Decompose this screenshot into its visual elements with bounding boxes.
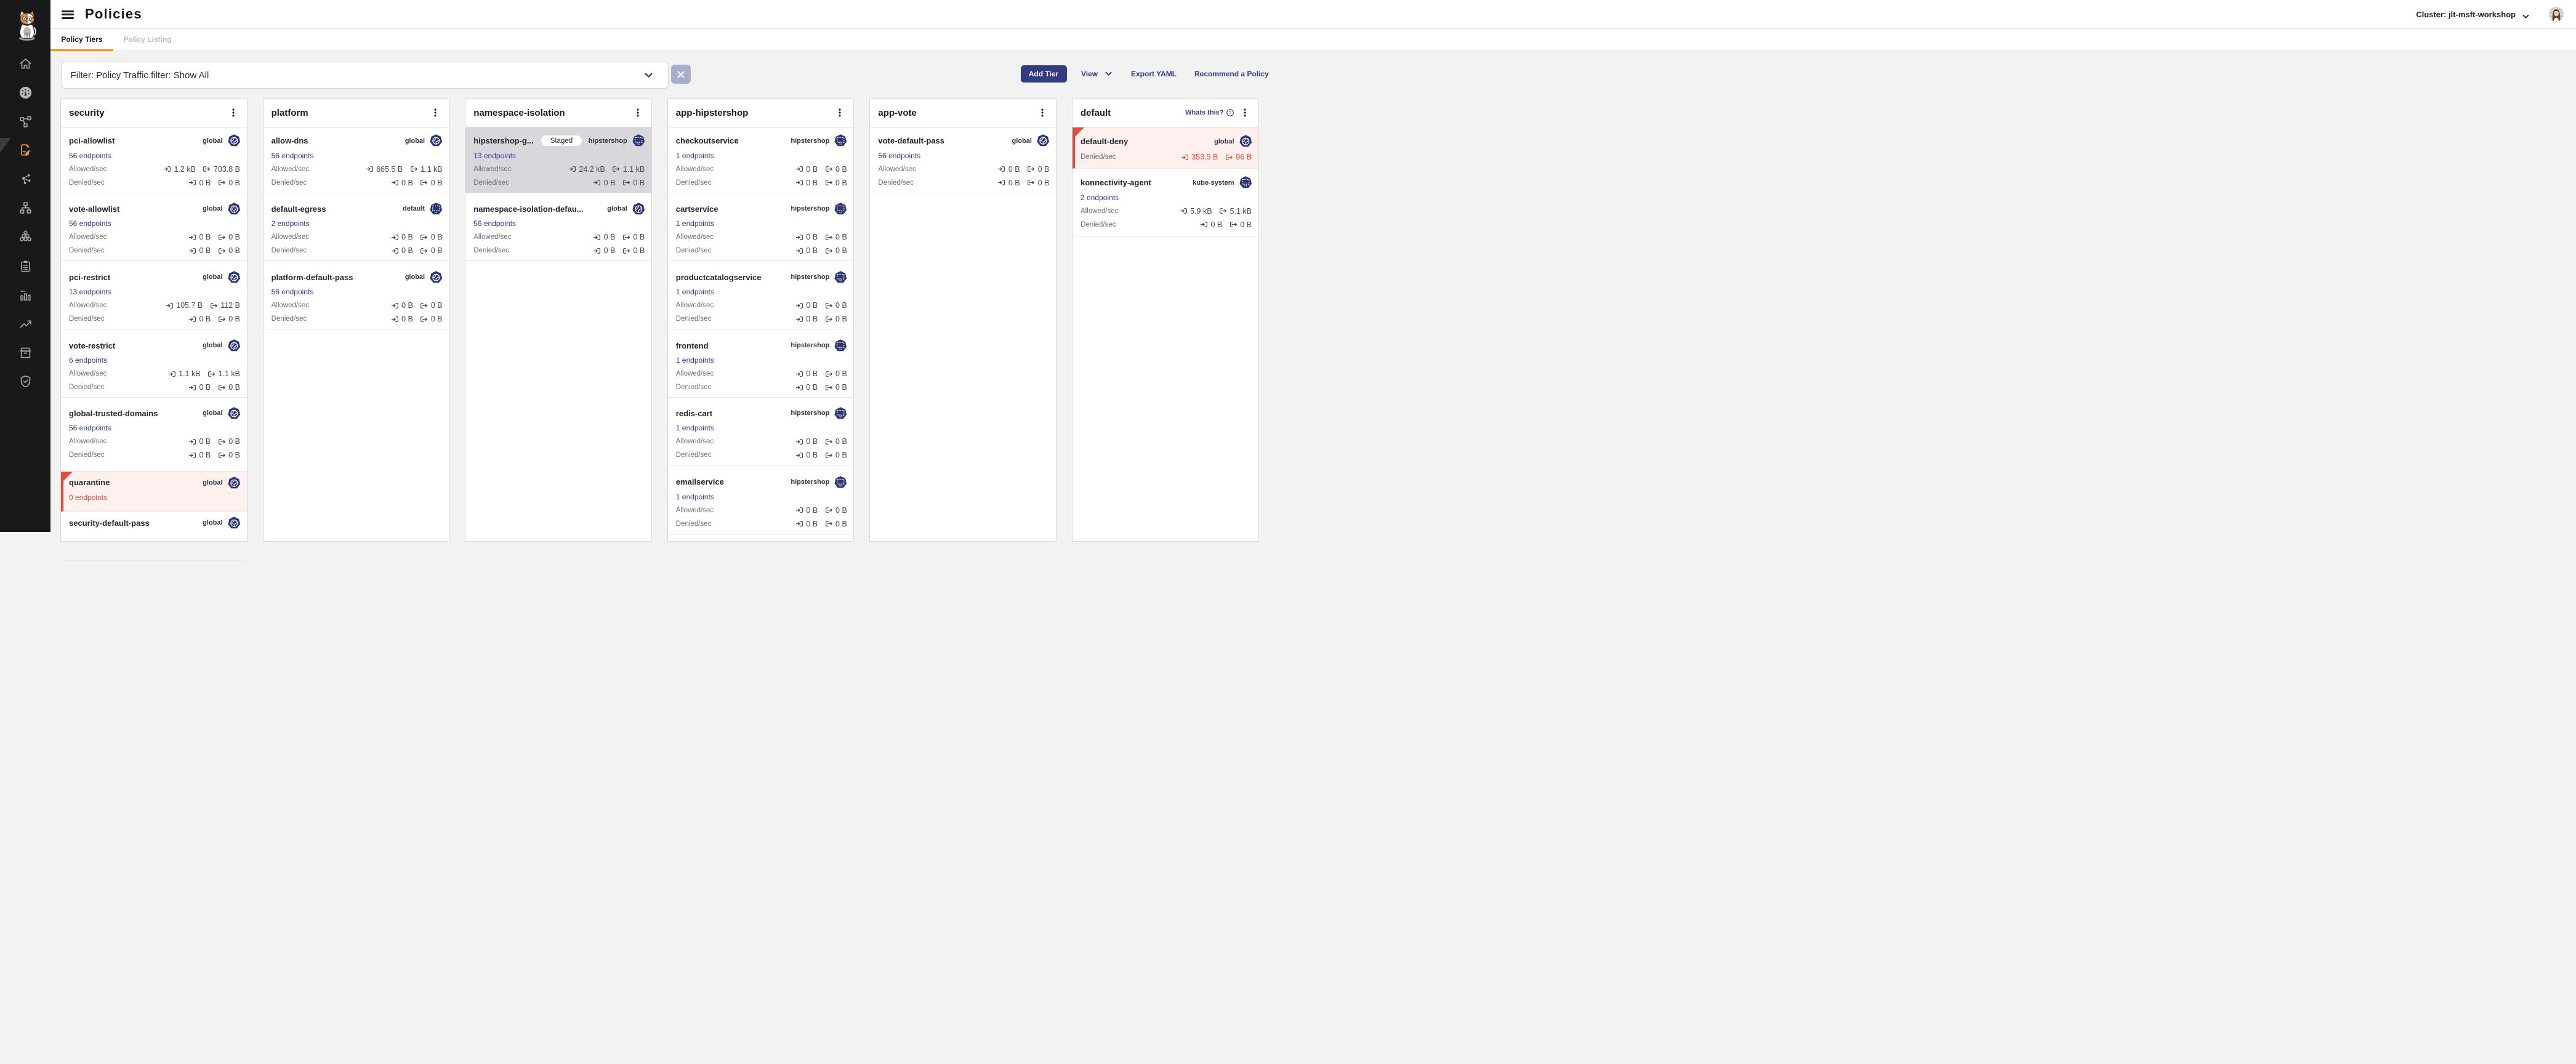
svg-text:ns: ns xyxy=(840,348,842,350)
svg-text:ns: ns xyxy=(840,280,842,282)
svg-text:ns: ns xyxy=(840,211,842,214)
svg-text:ns: ns xyxy=(1244,185,1247,187)
svg-text:?: ? xyxy=(1228,110,1231,116)
svg-text:ns: ns xyxy=(435,211,437,214)
svg-text:ns: ns xyxy=(840,416,842,418)
svg-text:ns: ns xyxy=(840,485,842,487)
svg-text:ns: ns xyxy=(637,143,640,145)
svg-text:ns: ns xyxy=(840,143,842,145)
